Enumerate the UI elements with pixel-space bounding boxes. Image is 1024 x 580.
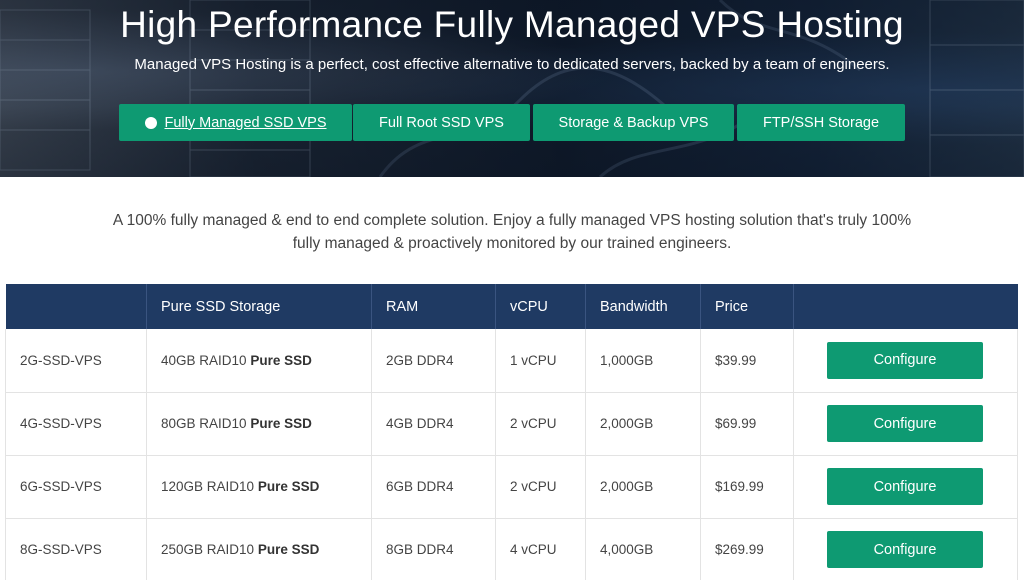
storage-cell: 80GB RAID10 Pure SSD (146, 392, 372, 455)
table-row: 4G-SSD-VPS 80GB RAID10 Pure SSD 4GB DDR4… (5, 392, 1018, 455)
configure-button[interactable]: Configure (827, 531, 983, 568)
configure-button[interactable]: Configure (827, 468, 983, 505)
storage-type: Pure SSD (250, 352, 312, 368)
storage-size: 40GB RAID10 (161, 352, 247, 368)
product-tabs: Fully Managed SSD VPS Full Root SSD VPS … (0, 104, 1024, 141)
table-header-row: Pure SSD Storage RAM vCPU Bandwidth Pric… (5, 284, 1018, 329)
tab-full-root-ssd-vps[interactable]: Full Root SSD VPS (353, 104, 530, 141)
plan-name: 2G-SSD-VPS (5, 329, 147, 392)
plan-name: 8G-SSD-VPS (5, 518, 147, 580)
vcpu-cell: 4 vCPU (495, 518, 586, 580)
column-header-action (794, 284, 1018, 329)
vcpu-cell: 1 vCPU (495, 329, 586, 392)
configure-button[interactable]: Configure (827, 341, 983, 379)
column-header-plan (5, 284, 147, 329)
price-cell: $69.99 (700, 392, 794, 455)
ram-cell: 6GB DDR4 (371, 455, 496, 518)
tab-label: Storage & Backup VPS (558, 114, 709, 131)
hero-banner: High Performance Fully Managed VPS Hosti… (0, 0, 1024, 177)
ram-cell: 4GB DDR4 (371, 392, 496, 455)
price-cell: $169.99 (700, 455, 794, 518)
storage-type: Pure SSD (257, 479, 320, 494)
table-row: 6G-SSD-VPS 120GB RAID10 Pure SSD 6GB DDR… (5, 455, 1018, 518)
column-header-price: Price (700, 284, 794, 329)
storage-type: Pure SSD (250, 416, 312, 431)
tab-storage-backup-vps[interactable]: Storage & Backup VPS (533, 104, 734, 141)
column-header-ram: RAM (371, 284, 496, 329)
tab-fully-managed-ssd-vps[interactable]: Fully Managed SSD VPS (119, 104, 352, 141)
tab-label: Fully Managed SSD VPS (164, 114, 327, 131)
tab-label: FTP/SSH Storage (762, 114, 880, 131)
tab-label: Full Root SSD VPS (379, 114, 504, 131)
vcpu-cell: 2 vCPU (495, 392, 586, 455)
pricing-table: Pure SSD Storage RAM vCPU Bandwidth Pric… (5, 284, 1018, 580)
bandwidth-cell: 2,000GB (585, 455, 701, 518)
storage-cell: 120GB RAID10 Pure SSD (146, 455, 372, 518)
page-title: High Performance Fully Managed VPS Hosti… (120, 4, 904, 45)
column-header-storage: Pure SSD Storage (146, 284, 372, 329)
storage-cell: 40GB RAID10 Pure SSD (146, 329, 372, 392)
configure-button[interactable]: Configure (827, 405, 983, 442)
action-cell: Configure (793, 518, 1018, 580)
ram-cell: 8GB DDR4 (371, 518, 496, 580)
storage-cell: 250GB RAID10 Pure SSD (146, 518, 372, 580)
table-row: 2G-SSD-VPS 40GB RAID10 Pure SSD 2GB DDR4… (5, 329, 1018, 392)
storage-size: 80GB RAID10 (161, 416, 247, 431)
page-subtitle: Managed VPS Hosting is a perfect, cost e… (134, 56, 890, 73)
action-cell: Configure (793, 392, 1018, 455)
price-cell: $39.99 (700, 329, 794, 392)
storage-type: Pure SSD (257, 542, 320, 557)
column-header-vcpu: vCPU (495, 284, 586, 329)
action-cell: Configure (793, 455, 1018, 518)
storage-size: 120GB RAID10 (161, 479, 255, 494)
bandwidth-cell: 1,000GB (585, 329, 701, 392)
active-indicator-icon (144, 116, 157, 129)
bandwidth-cell: 4,000GB (585, 518, 701, 580)
table-row: 8G-SSD-VPS 250GB RAID10 Pure SSD 8GB DDR… (5, 518, 1018, 580)
bandwidth-cell: 2,000GB (585, 392, 701, 455)
tab-ftp-ssh-storage[interactable]: FTP/SSH Storage (737, 104, 905, 141)
price-cell: $269.99 (700, 518, 794, 580)
intro-text: A 100% fully managed & end to end comple… (112, 212, 912, 252)
vcpu-cell: 2 vCPU (495, 455, 586, 518)
ram-cell: 2GB DDR4 (371, 329, 496, 392)
plan-name: 6G-SSD-VPS (5, 455, 147, 518)
column-header-bandwidth: Bandwidth (585, 284, 701, 329)
plan-name: 4G-SSD-VPS (5, 392, 147, 455)
storage-size: 250GB RAID10 (161, 542, 255, 557)
action-cell: Configure (793, 329, 1018, 392)
